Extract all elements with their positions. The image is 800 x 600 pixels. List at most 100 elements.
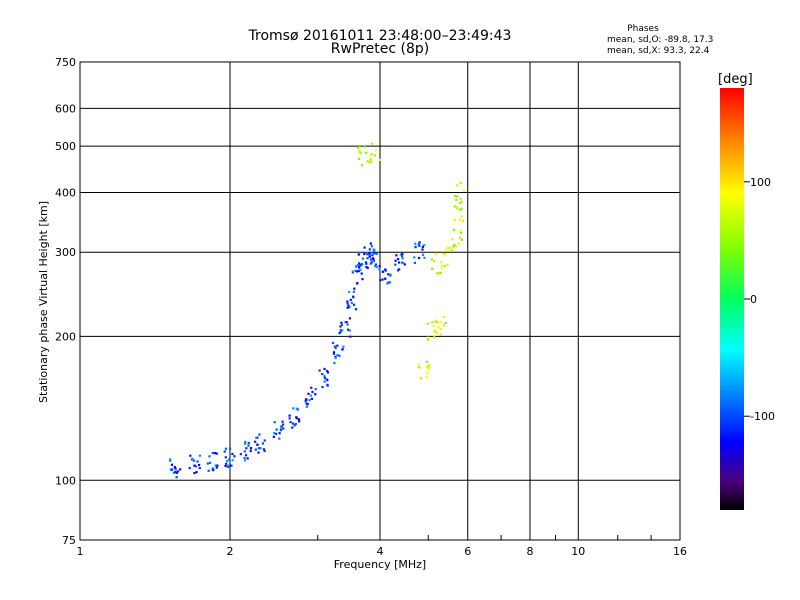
echo-point — [233, 455, 236, 458]
echo-point — [189, 454, 192, 457]
echo-point — [374, 264, 377, 268]
echo-point — [450, 249, 453, 252]
echo-point — [188, 466, 191, 470]
echo-point — [458, 236, 462, 239]
echo-point — [323, 376, 327, 379]
echo-point — [247, 441, 250, 445]
echo-point — [381, 270, 384, 273]
echo-point — [295, 407, 298, 410]
echo-point — [305, 398, 308, 401]
echo-point — [323, 367, 326, 371]
echo-point — [314, 387, 317, 391]
echo-point — [282, 427, 285, 430]
echo-point — [228, 458, 231, 461]
echo-point — [239, 453, 242, 456]
echo-point — [311, 390, 314, 394]
echo-point — [326, 371, 330, 374]
echo-point — [461, 219, 465, 222]
x-tick-label: 10 — [571, 545, 585, 558]
echo-point — [298, 420, 301, 423]
echo-point — [332, 352, 336, 355]
echo-point — [326, 384, 329, 387]
echo-point — [340, 321, 343, 324]
echo-point — [436, 320, 439, 324]
stats-o-line: mean, sd,O: -89.8, 17.3 — [607, 35, 713, 45]
echo-point — [357, 149, 361, 152]
echo-point — [369, 242, 373, 245]
echo-point — [348, 290, 351, 294]
echo-point — [421, 248, 424, 251]
echo-point — [459, 229, 462, 232]
echo-point — [215, 452, 218, 455]
echo-point — [244, 454, 248, 457]
echo-point — [353, 287, 356, 290]
echo-point — [318, 369, 321, 372]
echo-point — [397, 261, 401, 264]
echo-point — [384, 277, 387, 280]
echo-point — [342, 345, 345, 348]
echo-point — [360, 272, 363, 275]
echo-point — [363, 246, 366, 249]
echo-point — [326, 379, 329, 382]
echo-point — [451, 247, 454, 250]
echo-point — [208, 455, 211, 458]
echo-point — [339, 330, 342, 333]
echo-point — [443, 265, 446, 268]
echo-point — [354, 308, 358, 311]
echo-point — [333, 345, 336, 348]
echo-point — [228, 447, 232, 450]
echo-point — [425, 360, 429, 363]
echo-point — [444, 253, 447, 256]
x-tick-label: 4 — [377, 545, 384, 558]
echo-point — [338, 354, 341, 358]
echo-point — [356, 270, 359, 273]
echo-point — [394, 259, 397, 262]
echo-point — [169, 459, 172, 462]
echo-point — [394, 263, 397, 266]
echo-point — [418, 242, 421, 245]
echo-point — [309, 394, 312, 397]
echo-point — [293, 424, 296, 427]
y-axis-label: Stationary phase Virtual Height [km] — [37, 201, 50, 403]
echo-point — [192, 459, 196, 462]
echo-point — [418, 256, 421, 260]
echo-point — [194, 465, 198, 468]
echo-point — [256, 443, 259, 446]
echo-point — [339, 328, 342, 332]
echo-point — [414, 242, 417, 245]
echo-point — [372, 260, 376, 263]
echo-point — [454, 205, 458, 208]
echo-point — [373, 249, 376, 252]
echo-point — [230, 464, 233, 467]
echo-point — [346, 306, 349, 309]
echo-point — [209, 461, 212, 464]
echo-point — [326, 369, 329, 373]
echo-point — [358, 263, 361, 266]
echo-point — [427, 368, 430, 371]
echo-point — [294, 422, 297, 426]
echo-point — [418, 244, 421, 247]
echo-point — [361, 263, 364, 266]
echo-point — [278, 432, 281, 435]
echo-point — [418, 241, 421, 244]
echo-point — [433, 329, 436, 332]
echo-point — [206, 462, 209, 465]
echo-point — [365, 251, 369, 255]
echo-point — [348, 317, 352, 320]
echo-point — [423, 256, 426, 259]
echo-point — [452, 228, 456, 232]
echo-point — [399, 253, 402, 256]
echo-point — [370, 160, 373, 164]
echo-point — [357, 269, 360, 273]
echo-point — [396, 269, 400, 272]
echo-point — [321, 385, 324, 389]
echo-point — [442, 315, 446, 318]
echo-point — [428, 366, 431, 369]
echo-point — [440, 267, 443, 270]
echo-point — [282, 423, 285, 426]
echo-point — [345, 321, 348, 324]
echo-point — [273, 432, 276, 435]
echo-point — [173, 465, 176, 469]
echo-point — [431, 321, 434, 324]
echo-point — [366, 160, 369, 163]
